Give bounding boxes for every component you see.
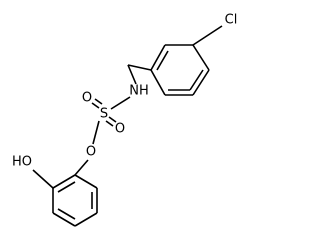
bond: [127, 64, 152, 71]
atom-label: S: [100, 107, 108, 122]
bond: [91, 102, 100, 109]
bond-inner: [189, 69, 204, 91]
bond: [192, 25, 223, 46]
bond: [32, 169, 54, 189]
atom-label: Cl: [225, 13, 238, 28]
structure: Cl NH S O O O HO: [12, 13, 238, 227]
bond: [74, 212, 98, 227]
atom-label: O: [115, 122, 125, 137]
bond: [94, 98, 103, 105]
bond: [150, 44, 166, 71]
atom-label: O: [82, 91, 92, 106]
atom-label: NH: [129, 84, 149, 99]
bond: [92, 120, 100, 145]
bonds: [32, 25, 223, 227]
bond: [74, 174, 98, 189]
bond: [108, 116, 117, 123]
bond: [110, 96, 131, 110]
bond: [150, 69, 166, 96]
atom-label: O: [86, 145, 96, 160]
bond: [74, 159, 89, 176]
bond: [105, 120, 114, 127]
bond: [192, 69, 210, 96]
atom-label: HO: [12, 155, 32, 170]
bond-inner: [57, 181, 76, 193]
bond: [52, 174, 76, 189]
bond: [192, 44, 210, 71]
bond-inner: [156, 50, 169, 71]
bond-inner: [57, 208, 76, 220]
bond: [127, 64, 137, 85]
bond: [52, 212, 76, 227]
